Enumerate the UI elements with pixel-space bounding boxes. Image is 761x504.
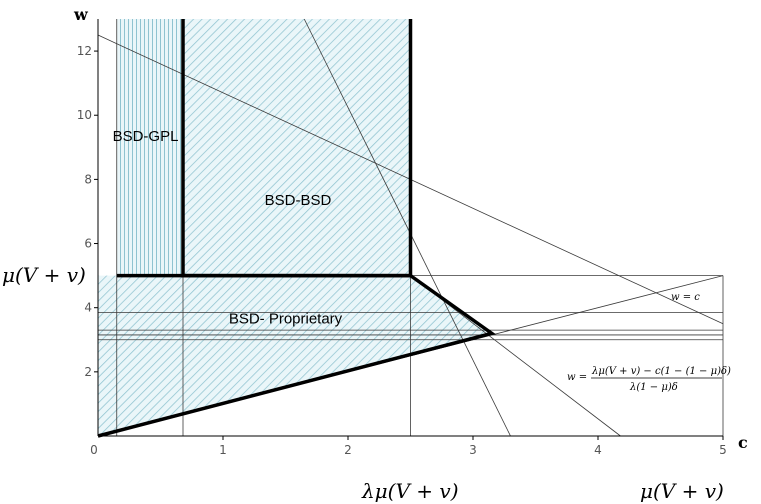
formula-denominator: λ(1 − μ)δ bbox=[629, 382, 678, 393]
y-level-label: μ(V + v) bbox=[2, 263, 86, 287]
x-lambda-label: λμ(V + v) bbox=[361, 479, 459, 503]
region-bsd-proprietary bbox=[98, 275, 492, 436]
x-mu-label: μ(V + v) bbox=[640, 479, 724, 503]
x-tick-label-2: 2 bbox=[344, 443, 352, 457]
region-label-0: BSD-GPL bbox=[113, 128, 179, 145]
x-axis-title: c bbox=[738, 433, 748, 452]
y-tick-label-5: 12 bbox=[77, 44, 92, 58]
labels-layer: BSD-GPL BSD-BSD BSD- Proprietary bbox=[113, 128, 343, 328]
formula-numerator: λμ(V + v) − c(1 − (1 − μ)δ) bbox=[591, 366, 731, 377]
lines-layer bbox=[97, 18, 724, 437]
region-label-1: BSD-BSD bbox=[265, 192, 332, 209]
regions-layer bbox=[98, 19, 492, 436]
y-tick-label-1: 4 bbox=[84, 301, 92, 315]
boundary-layer bbox=[97, 19, 496, 438]
region-bsd-bsd bbox=[183, 19, 411, 276]
y-tick-label-2: 6 bbox=[84, 237, 92, 251]
y-tick-label-4: 10 bbox=[77, 108, 92, 122]
y-axis-title: w bbox=[73, 5, 89, 24]
x-tick-label-4: 4 bbox=[594, 443, 602, 457]
formula-annotation: w = λμ(V + v) − c(1 − (1 − μ)δ) λ(1 − μ)… bbox=[567, 366, 731, 393]
y-tick-label-0: 2 bbox=[84, 365, 92, 379]
x-tick-label-3: 3 bbox=[469, 443, 477, 457]
w-eq-c-label: w = c bbox=[671, 292, 700, 303]
series-line-2 bbox=[303, 18, 511, 437]
x-tick-label-0: 0 bbox=[90, 443, 98, 457]
formula-lhs: w = bbox=[567, 372, 587, 383]
x-tick-label-5: 5 bbox=[719, 443, 727, 457]
y-tick-label-3: 8 bbox=[84, 172, 92, 186]
x-tick-label-1: 1 bbox=[219, 443, 227, 457]
region-label-2: BSD- Proprietary bbox=[229, 311, 343, 328]
region-bsd-gpl bbox=[116, 19, 183, 276]
